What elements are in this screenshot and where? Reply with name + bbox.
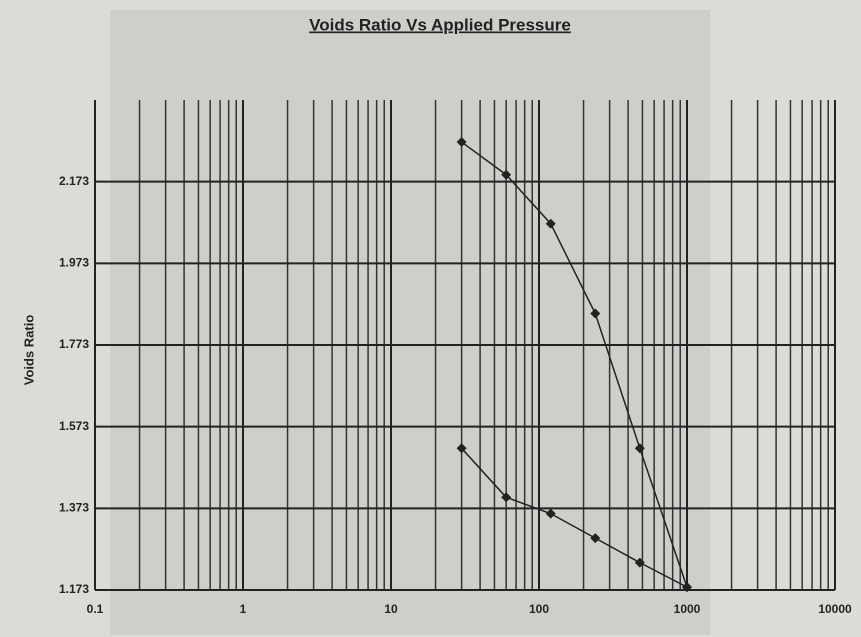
x-tick-label: 1 <box>240 602 247 616</box>
y-tick-label: 1.573 <box>59 419 89 433</box>
x-tick-label: 10000 <box>818 602 852 616</box>
y-tick-label: 2.173 <box>59 174 89 188</box>
chart: Voids Ratio Vs Applied Pressure Voids Ra… <box>0 0 861 637</box>
x-tick-label: 0.1 <box>87 602 104 616</box>
y-axis-label: Voids Ratio <box>21 315 36 386</box>
x-tick-label: 1000 <box>674 602 701 616</box>
y-tick-label: 1.373 <box>59 501 89 515</box>
y-tick-label: 1.773 <box>59 337 89 351</box>
y-tick-label: 1.973 <box>59 256 89 270</box>
x-tick-label: 10 <box>384 602 398 616</box>
chart-title: Voids Ratio Vs Applied Pressure <box>309 15 571 34</box>
x-tick-label: 100 <box>529 602 549 616</box>
y-tick-label: 1.173 <box>59 582 89 596</box>
paper-shade <box>110 10 710 635</box>
